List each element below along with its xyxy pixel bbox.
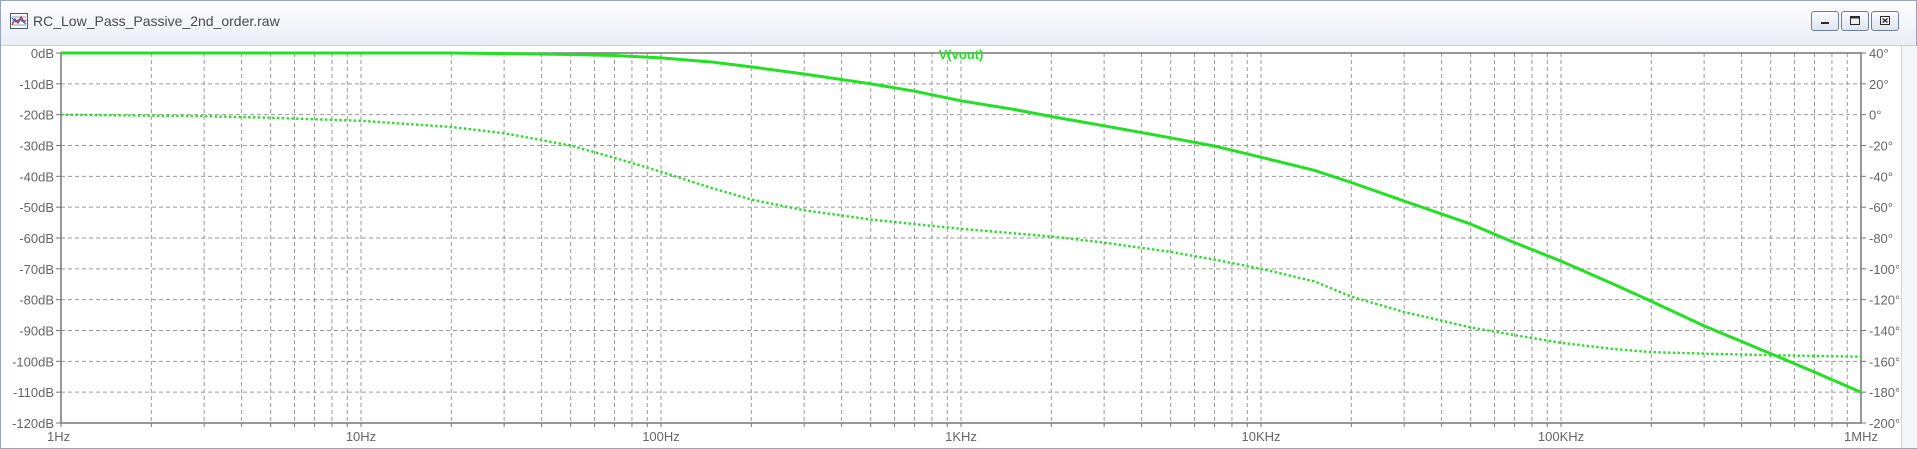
x-tick-label: 1Hz bbox=[47, 429, 70, 444]
y-right-tick-label: 0° bbox=[1869, 108, 1881, 123]
y-right-tick-label: -60° bbox=[1869, 200, 1893, 215]
y-right-tick-label: 40° bbox=[1869, 46, 1889, 61]
pane-edge bbox=[1901, 46, 1917, 448]
y-left-tick-label: -60dB bbox=[19, 231, 54, 246]
restore-button[interactable] bbox=[1841, 11, 1869, 31]
y-left-tick-label: -90dB bbox=[19, 324, 54, 339]
x-tick-label: 100KHz bbox=[1538, 429, 1584, 444]
y-right-tick-label: 20° bbox=[1869, 77, 1889, 92]
plot-pane[interactable] bbox=[1, 46, 1916, 448]
y-left-tick-label: 0dB bbox=[31, 46, 54, 61]
title-bar[interactable]: RC_Low_Pass_Passive_2nd_order.raw bbox=[1, 1, 1916, 46]
axis-labels: 0dB -10dB -20dB -30dB -40dB -50dB -60dB -70dB -8… bbox=[12, 46, 1899, 444]
x-tick-label: 1MHz bbox=[1844, 429, 1878, 444]
magnitude-trace bbox=[61, 51, 1862, 394]
x-tick-label: 1KHz bbox=[945, 429, 977, 444]
close-icon bbox=[1880, 16, 1890, 25]
y-right-tick-label: -160° bbox=[1869, 354, 1899, 369]
y-right-tick-label: -20° bbox=[1869, 139, 1893, 154]
y-right-tick-label: -40° bbox=[1869, 169, 1893, 184]
y-right-tick-label: -200° bbox=[1869, 416, 1899, 431]
y-left-tick-label: -70dB bbox=[19, 262, 54, 277]
y-left-tick-label: -10dB bbox=[19, 77, 54, 92]
minimize-icon bbox=[1821, 22, 1829, 24]
waveform-viewer-icon bbox=[10, 13, 28, 29]
bode-plot[interactable]: 0dB -10dB -20dB -30dB -40dB -50dB -60dB -70dB -8… bbox=[1, 46, 1899, 448]
y-right-tick-label: -180° bbox=[1869, 385, 1899, 400]
y-left-tick-label: -50dB bbox=[19, 200, 54, 215]
x-tick-label: 10KHz bbox=[1241, 429, 1280, 444]
y-left-tick-label: -120dB bbox=[12, 416, 54, 431]
traces bbox=[60, 51, 1862, 394]
y-right-tick-label: -140° bbox=[1869, 324, 1899, 339]
restore-icon bbox=[1850, 16, 1860, 25]
y-right-tick-label: -100° bbox=[1869, 262, 1899, 277]
y-right-tick-label: -80° bbox=[1869, 231, 1893, 246]
y-left-tick-label: -30dB bbox=[19, 139, 54, 154]
axis-ticks bbox=[56, 52, 1866, 427]
y-left-tick-label: -40dB bbox=[19, 169, 54, 184]
plot-grid bbox=[61, 53, 1861, 423]
trace-title[interactable]: V(vout) bbox=[939, 47, 984, 62]
window-title: RC_Low_Pass_Passive_2nd_order.raw bbox=[33, 13, 280, 29]
x-tick-label: 100Hz bbox=[642, 429, 680, 444]
minimize-button[interactable] bbox=[1811, 11, 1839, 31]
phase-trace bbox=[60, 113, 1862, 358]
y-left-tick-label: -100dB bbox=[12, 354, 54, 369]
y-left-tick-label: -110dB bbox=[13, 385, 54, 400]
x-tick-label: 10Hz bbox=[346, 429, 376, 444]
y-right-tick-label: -120° bbox=[1869, 293, 1899, 308]
y-left-tick-label: -20dB bbox=[19, 108, 54, 123]
y-left-tick-label: -80dB bbox=[19, 293, 54, 308]
close-button[interactable] bbox=[1871, 11, 1899, 31]
